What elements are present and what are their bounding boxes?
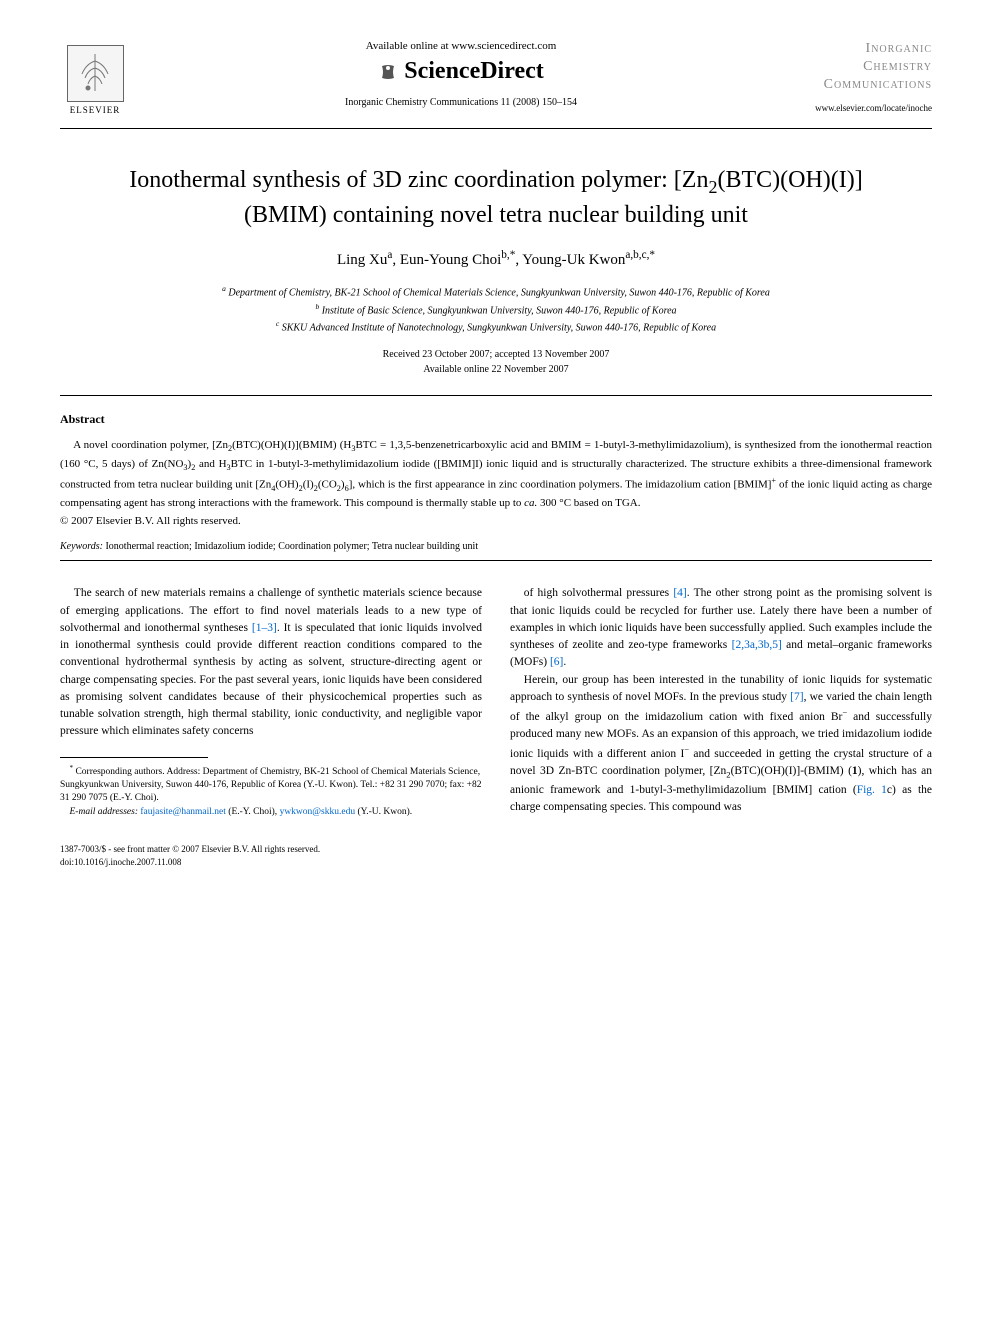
keywords-line: Keywords: Ionothermal reaction; Imidazol… [60,541,932,552]
left-column: The search of new materials remains a ch… [60,585,482,870]
journal-title-line2: Chemistry [792,58,932,76]
body-para-1: The search of new materials remains a ch… [60,585,482,740]
abstract-heading: Abstract [60,412,932,427]
issn-line: 1387-7003/$ - see front matter © 2007 El… [60,843,482,857]
keywords-text: Ionothermal reaction; Imidazolium iodide… [105,541,478,552]
elsevier-tree-icon [67,45,124,102]
publisher-name: ELSEVIER [70,105,121,115]
body-para-2: of high solvothermal pressures [4]. The … [510,585,932,671]
header-rule [60,128,932,129]
journal-url: www.elsevier.com/locate/inoche [792,103,932,113]
online-date: Available online 22 November 2007 [60,362,932,377]
affiliation-b: b Institute of Basic Science, Sungkyunkw… [60,301,932,318]
abstract-bottom-rule [60,560,932,561]
sciencedirect-icon [378,62,398,82]
authors-line: Ling Xua, Eun-Young Choib,*, Young-Uk Kw… [60,249,932,269]
email-addresses-note: E-mail addresses: faujasite@hanmail.net … [60,806,482,819]
keywords-label: Keywords: [60,541,103,552]
elsevier-logo: ELSEVIER [60,40,130,120]
journal-title-line3: Communications [792,76,932,94]
affiliation-c: c SKKU Advanced Institute of Nanotechnol… [60,318,932,335]
right-column: of high solvothermal pressures [4]. The … [510,585,932,870]
article-title: Ionothermal synthesis of 3D zinc coordin… [100,164,892,231]
abstract-text: A novel coordination polymer, [Zn2(BTC)(… [60,437,932,511]
body-para-3: Herein, our group has been interested in… [510,672,932,817]
header-row: ELSEVIER Available online at www.science… [60,40,932,120]
footer-block: 1387-7003/$ - see front matter © 2007 El… [60,843,482,870]
journal-reference: Inorganic Chemistry Communications 11 (2… [130,97,792,108]
abstract-top-rule [60,395,932,396]
affiliation-a: a Department of Chemistry, BK-21 School … [60,283,932,300]
body-columns: The search of new materials remains a ch… [60,585,932,870]
available-online-text: Available online at www.sciencedirect.co… [130,40,792,52]
received-accepted-date: Received 23 October 2007; accepted 13 No… [60,347,932,362]
center-header: Available online at www.sciencedirect.co… [130,40,792,108]
abstract-copyright: © 2007 Elsevier B.V. All rights reserved… [60,515,932,527]
footnotes-block: * Corresponding authors. Address: Depart… [60,764,482,819]
sciencedirect-brand: ScienceDirect [378,58,544,85]
journal-logo-box: Inorganic Chemistry Communications www.e… [792,40,932,113]
corresponding-author-note: * Corresponding authors. Address: Depart… [60,764,482,806]
platform-name: ScienceDirect [404,58,544,85]
journal-title-block: Inorganic Chemistry Communications [792,40,932,95]
dates-block: Received 23 October 2007; accepted 13 No… [60,347,932,377]
footnote-rule [60,757,208,758]
doi-line: doi:10.1016/j.inoche.2007.11.008 [60,856,482,870]
affiliations-block: a Department of Chemistry, BK-21 School … [60,283,932,335]
journal-title-line1: Inorganic [792,40,932,58]
